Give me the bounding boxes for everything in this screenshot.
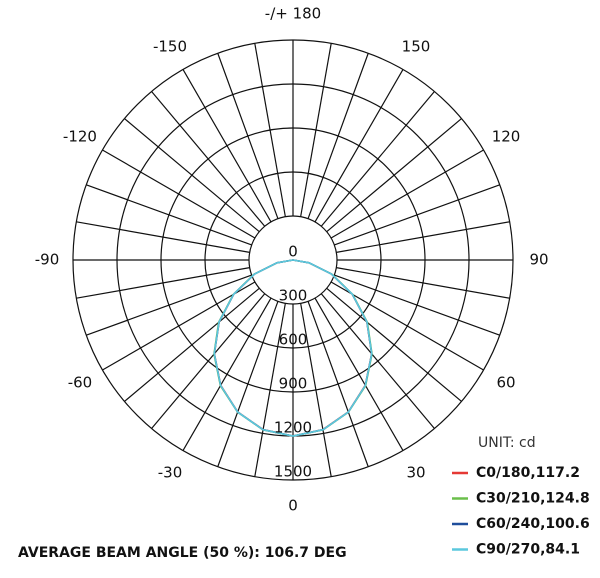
ring xyxy=(248,215,338,305)
angle-tick-label: 120 xyxy=(492,128,521,146)
legend-label: C30/210,124.8 xyxy=(476,491,590,507)
legend-label: C60/240,100.6 xyxy=(476,516,590,532)
ring xyxy=(72,39,514,481)
ring xyxy=(204,171,382,349)
unit-label: UNIT: cd xyxy=(478,435,536,451)
angle-tick-label: 150 xyxy=(402,37,431,55)
r-tick-label: 300 xyxy=(279,287,308,305)
angle-tick-label: -/+ 180 xyxy=(265,5,321,23)
angle-tick-label: -150 xyxy=(153,37,187,55)
ring xyxy=(160,127,426,393)
angle-tick-label: -90 xyxy=(35,251,60,269)
beam-angle-note: AVERAGE BEAM ANGLE (50 %): 106.7 DEG xyxy=(18,545,347,561)
r-tick-label: 1200 xyxy=(274,419,312,437)
angle-tick-label: -120 xyxy=(63,128,97,146)
angle-tick-label: -30 xyxy=(158,464,183,482)
legend-label: C0/180,117.2 xyxy=(476,465,580,481)
legend-label: C90/270,84.1 xyxy=(476,542,580,558)
r-tick-label: 0 xyxy=(288,243,298,261)
angle-tick-label: -60 xyxy=(68,374,93,392)
angle-tick-label: 60 xyxy=(496,374,515,392)
r-tick-label: 600 xyxy=(279,331,308,349)
angle-tick-label: 90 xyxy=(529,251,548,269)
angle-tick-label: 0 xyxy=(288,497,298,515)
r-tick-label: 900 xyxy=(279,375,308,393)
angle-tick-label: 30 xyxy=(406,464,425,482)
series-line xyxy=(213,259,373,437)
r-tick-label: 1500 xyxy=(274,463,312,481)
